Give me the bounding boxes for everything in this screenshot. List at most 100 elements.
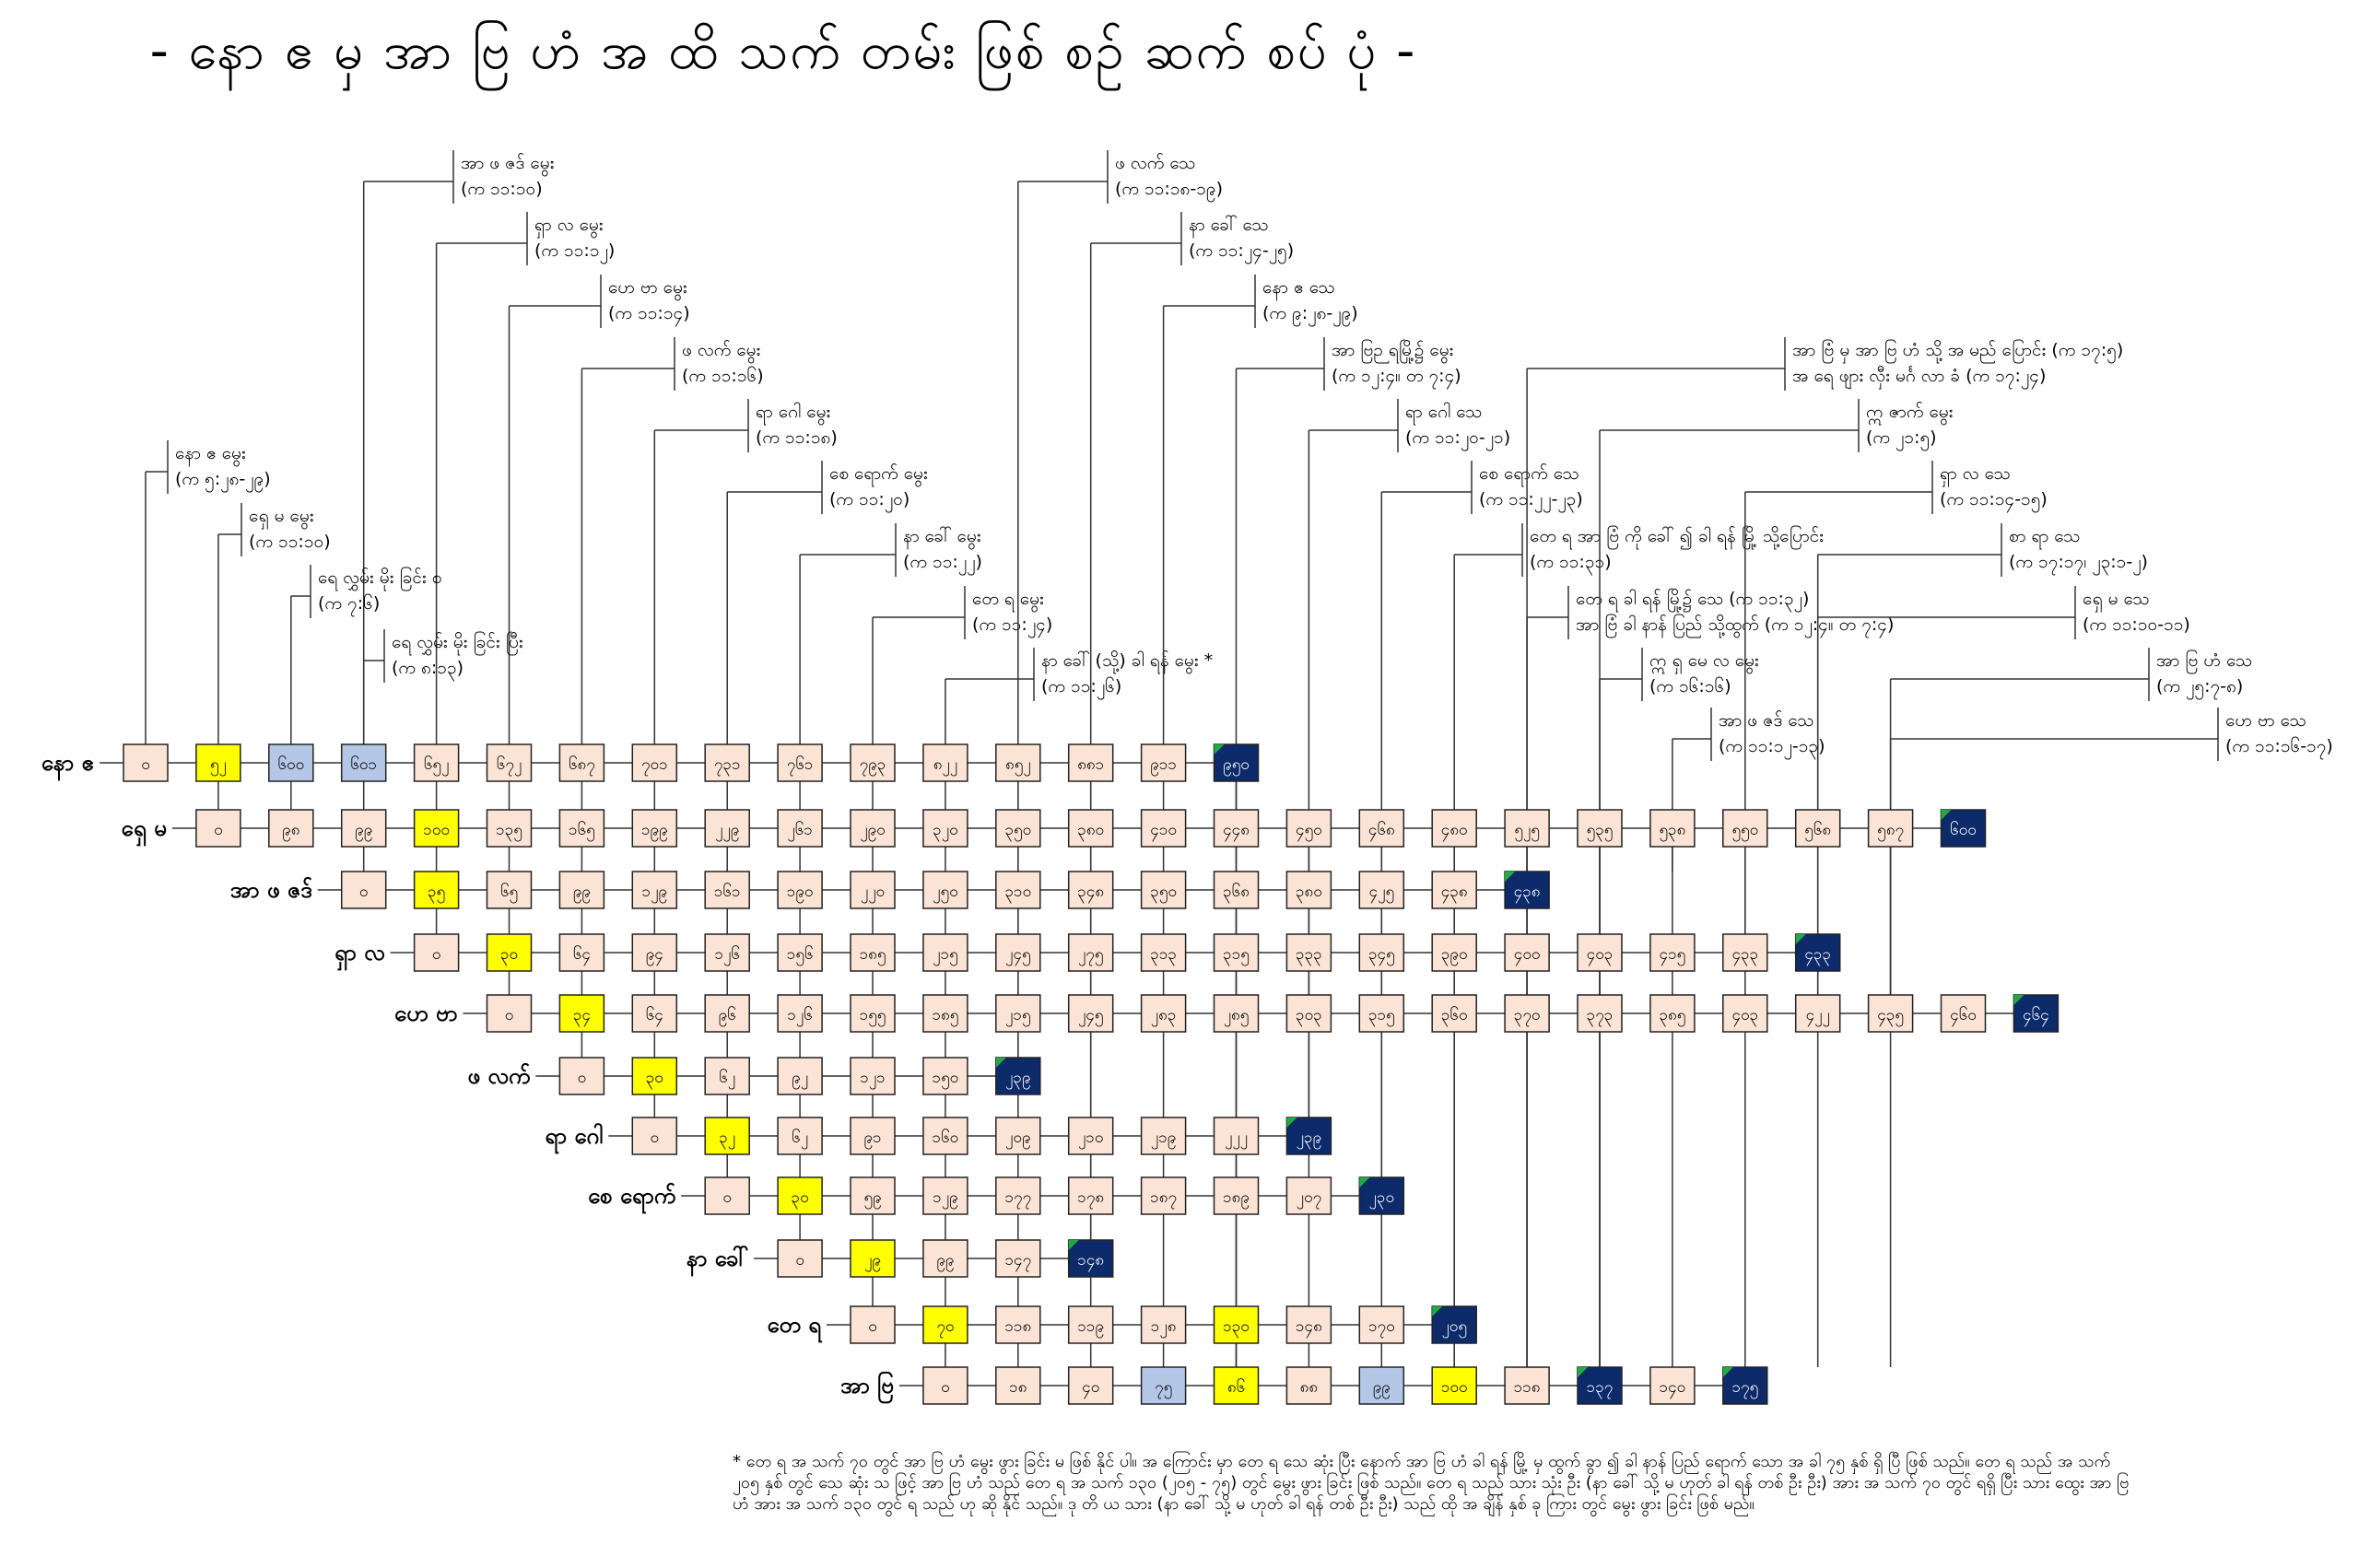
age-value: ၄၄၈ [1223,821,1250,842]
event-annotation: အာ ဗြဉ ရမြို့၌ မွေး(က ၁၂:၄။ တ ၇:၄) [1235,337,1461,1367]
age-cell-box [850,1057,896,1095]
event-reference: (က ၅:၂၈-၂၉) [175,469,271,493]
age-cell-box [340,809,387,848]
event-annotation: အာ ဖ ဇဒ် သေ (က ၁၁:၁၂-၁၃) [1672,708,1825,872]
event-annotation: ရှာ လ သေ(က ၁၁:၁၄-၁၅) [1744,461,2048,934]
event-reference: (က ၈:၁၃) [392,658,464,682]
age-cell: ၁၂၁ [850,1057,896,1095]
row-label: ရှေ မ [122,815,167,847]
age-cell-box [777,1057,823,1095]
event-reference: (က ၁၁:၁၂) [534,240,615,264]
age-value: ၁၃၅ [496,821,522,842]
age-value: ၂၄၅ [1078,1006,1103,1027]
age-value: ၆၀၀ [1950,820,1977,839]
age-cell-box [486,809,533,848]
event-reference: (က ၁၁:၁၈) [756,427,838,448]
age-value: ၃၇၃ [1587,1006,1614,1027]
event-reference: (က ၁၁:၂၄) [972,614,1052,638]
event-text: အာ ဗြံ မှ အာ ဗြ ဟံ သို့ အ မည် ပြောင်း (က… [1792,338,2123,364]
age-cell-box [413,809,460,848]
age-cell: ၆၀၀ [268,743,314,782]
age-cell: ၆၅ [486,871,533,909]
age-cell-box [268,743,314,782]
age-cell: ၃၀၃ [1285,994,1332,1033]
age-cell: ၉၁ [850,1117,896,1155]
age-cell-box [631,994,678,1033]
age-value: ၁၅၆ [787,944,814,966]
age-cell: ၃၂ [704,1117,750,1155]
age-cell: ၉၄ [631,933,678,972]
age-cell-box [1722,994,1768,1033]
age-cell: ၄၀၃ [1722,994,1768,1033]
age-cell: ၁၆၁ [704,871,750,909]
event-reference: အာ ဗြံ ခါ နာန် ပြည် သို့ထွက် (က ၁၂:၄။ တ … [1576,613,1894,638]
corner-marker [1432,1306,1443,1316]
age-cell: ၃၄၅ [1358,933,1405,972]
event-annotation: အာ ဗြံ မှ အာ ဗြ ဟံ သို့ အ မည် ပြောင်း (က… [1526,337,2123,1367]
age-value: ၇၅ [1155,1378,1172,1399]
age-cell: ၂၇၅ [1067,933,1114,972]
age-cell: ၀ [777,1239,823,1278]
age-cell-box [850,871,896,909]
event-text: စေ ရောက် မွေး [829,462,928,487]
age-cell-box [704,871,750,909]
row-label: နာ ခေါ် [687,1246,748,1277]
age-cell: ၆၂ [704,1057,750,1095]
event-annotation: အာ ဖ ဇဒ် မွေး(က ၁၁:၁၀) [362,150,554,744]
age-cell: ၄၂၂ [1794,994,1841,1033]
event-reference: (က ၁၁:၂၂-၂၃) [1479,489,1583,513]
age-cell-box [995,1117,1041,1155]
age-cell: ၅၃၈ [1649,809,1696,848]
age-value: ၁၆၀ [933,1128,959,1147]
age-cell-box [1285,1117,1332,1155]
age-cell: ၇၆၁ [777,743,823,782]
age-cell: ၂၉ [850,1239,896,1278]
age-value: ၃၁၃ [1150,945,1177,966]
age-value: ၁၅၀ [933,1069,959,1090]
age-value: ၉၉ [355,821,372,842]
age-value: ၀ [651,1129,660,1147]
age-value: ၃၈၅ [1659,1006,1685,1027]
age-value: ၃၀ [792,1188,809,1210]
age-value: ၃၂ [719,1129,735,1150]
age-cell: ၁၁၈ [1504,1366,1550,1405]
age-value: ၁၂၉ [642,883,667,904]
age-value: ၄၀ [1082,1378,1099,1399]
event-annotation: တေ ရ မွေး(က ၁၁:၂၄) [872,586,1052,744]
age-value: ၃၄၅ [1368,945,1395,966]
age-cell-box [1722,1366,1768,1405]
age-value: ၆၂ [792,1128,808,1150]
age-cell: ၄၁၅ [1649,933,1696,972]
corner-marker [1795,934,1806,944]
age-value: ၁၈၅ [932,1006,958,1027]
age-cell: ၉၆ [704,994,750,1033]
age-value: ၅၆၈ [1804,820,1831,842]
age-value: ၂၁၉ [1151,1129,1176,1150]
age-cell: ၁၃၅ [486,809,533,848]
event-reference: (က ၁၁:၁၀) [461,179,543,199]
age-value: ၇၆၁ [787,755,814,777]
age-cell-box [1140,1305,1187,1344]
age-cell: ၁၂၉ [631,871,678,909]
event-annotation: ရေ လွှမ်း မိုး ခြင်း ပြီး(က ၈:၁၃) [362,629,523,744]
age-value: ၈၆ [1227,1377,1245,1397]
age-value: ၃၉၀ [1441,945,1468,966]
age-value: ၁၈၉ [1223,1188,1250,1210]
age-cell: ၁၅၀ [922,1057,968,1095]
age-cell-box [2013,994,2060,1033]
age-cell: ၁၅၆ [777,933,823,972]
age-cell-box [1358,994,1405,1033]
age-value: ၃၈၀ [1296,883,1322,904]
age-cell-box [1431,933,1477,972]
age-cell-box [1140,871,1187,909]
age-cell: ၃၄၈ [1067,871,1114,909]
age-cell: ၇၅ [1140,1366,1187,1405]
age-value: ၄၃၈ [1514,883,1541,904]
age-cell: ၁၂၉ [922,1176,968,1215]
age-cell: ၂၂၉ [704,809,750,848]
age-cell-box [922,1366,968,1405]
event-reference: (က ၁၇:၁၇၊ ၂၃:၁-၂) [2009,552,2148,576]
age-cell: ၃၆၀ [1431,994,1477,1033]
age-cell: ၃၁၅ [1358,994,1405,1033]
event-text: နာ ခေါ် သေ [1189,214,1269,239]
